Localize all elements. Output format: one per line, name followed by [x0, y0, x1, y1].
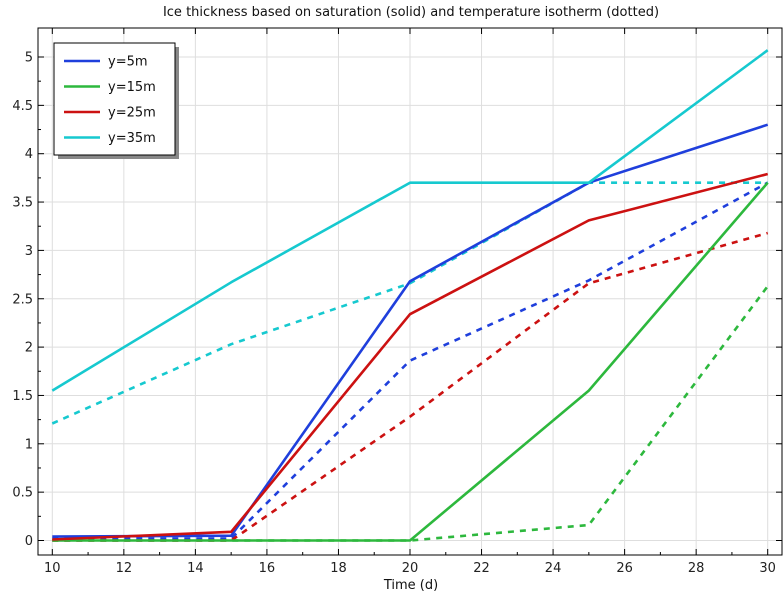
y-tick-label: 0 — [25, 534, 33, 549]
x-tick-label: 28 — [688, 561, 705, 576]
series-line-solid — [52, 172, 769, 541]
x-tick-label: 20 — [402, 561, 419, 576]
legend-label: y=35m — [108, 131, 156, 146]
legend-label: y=15m — [108, 80, 156, 95]
chart-title: Ice thickness based on saturation (solid… — [163, 5, 659, 20]
x-tick-label: 16 — [259, 561, 276, 576]
y-tick-label: 4.5 — [12, 99, 33, 114]
legend-label: y=25m — [108, 106, 156, 121]
y-tick-label: 5 — [25, 51, 33, 66]
y-tick-label: 0.5 — [12, 486, 33, 501]
axis-ticks: 10 12 14 16 18 20 22 24 26 28 30 0 0.5 1 1.5 2 2.5 3 3.5 4 4… — [12, 28, 782, 576]
y-tick-label: 2.5 — [12, 292, 33, 307]
y-tick-label: 4 — [25, 147, 33, 162]
x-tick-label: 10 — [44, 561, 61, 576]
series-line-solid — [52, 123, 769, 538]
series-line-dotted — [52, 285, 769, 542]
series-line-dotted — [52, 231, 769, 542]
y-tick-label: 3.5 — [12, 196, 33, 211]
series-line-solid — [52, 181, 769, 542]
x-tick-label: 18 — [330, 561, 347, 576]
y-tick-label: 1 — [25, 437, 33, 452]
legend-label: y=5m — [108, 55, 148, 70]
x-tick-label: 26 — [616, 561, 633, 576]
x-tick-label: 24 — [545, 561, 562, 576]
x-tick-label: 12 — [116, 561, 133, 576]
y-tick-label: 1.5 — [12, 389, 33, 404]
x-tick-label: 14 — [187, 561, 204, 576]
legend: y=5m y=15m y=25m y=35m — [53, 42, 179, 159]
y-tick-label: 3 — [25, 244, 33, 259]
x-tick-label: 22 — [473, 561, 490, 576]
x-axis-label: Time (d) — [383, 578, 438, 593]
y-tick-label: 2 — [25, 341, 33, 356]
series-group — [51, 49, 769, 542]
series-line-solid — [51, 49, 769, 392]
x-tick-label: 30 — [759, 561, 776, 576]
